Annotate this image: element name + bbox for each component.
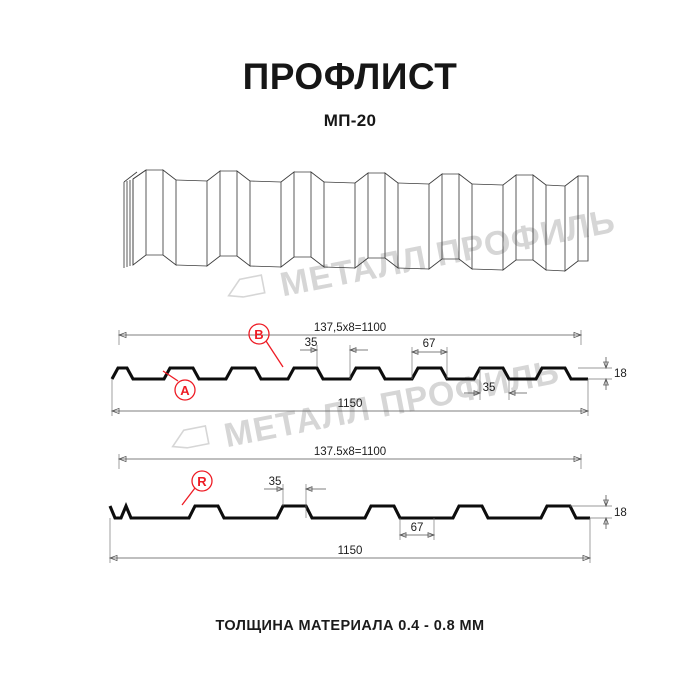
marker-b: B [248, 323, 284, 368]
dim-pitch-top: 137,5x8=1100 [314, 322, 386, 334]
marker-r-label: R [197, 474, 207, 489]
dim-flat-bottom: 35 [269, 476, 282, 488]
marker-a-label: A [180, 383, 190, 398]
dim-total-top: 1150 [338, 398, 363, 410]
product-model: МП-20 [323, 111, 377, 130]
title-block: ПРОФЛИСТ МП-20 [0, 58, 700, 131]
material-thickness-note: ТОЛЩИНА МАТЕРИАЛА 0.4 - 0.8 ММ [215, 618, 485, 634]
marker-b-label: B [254, 327, 263, 342]
dim-rib-top: 67 [423, 338, 436, 350]
section-view-bottom: 137.5x8=1100 R 35 [108, 446, 627, 563]
marker-a: A [162, 370, 196, 401]
dim-flat-left-top: 35 [305, 337, 318, 349]
isometric-sheet-view [123, 169, 589, 272]
section-view-top: 137,5x8=1100 A B [110, 322, 627, 416]
dim-flat-right-top: 35 [483, 382, 496, 394]
dim-total-bottom: 1150 [338, 545, 363, 557]
marker-r: R [181, 470, 213, 506]
page-title: ПРОФЛИСТ [242, 56, 458, 97]
watermark-top: МЕТАЛЛ ПРОФИЛЬ [227, 202, 619, 304]
dim-pitch-bottom: 137.5x8=1100 [314, 446, 386, 458]
dim-rib-bottom: 67 [411, 522, 424, 534]
dim-height-top: 18 [614, 368, 627, 380]
watermark-text-2: МЕТАЛЛ ПРОФИЛЬ [221, 353, 563, 455]
dim-height-bottom: 18 [614, 507, 627, 519]
profile-section-bottom [108, 501, 590, 520]
watermark-text: МЕТАЛЛ ПРОФИЛЬ [277, 202, 619, 304]
